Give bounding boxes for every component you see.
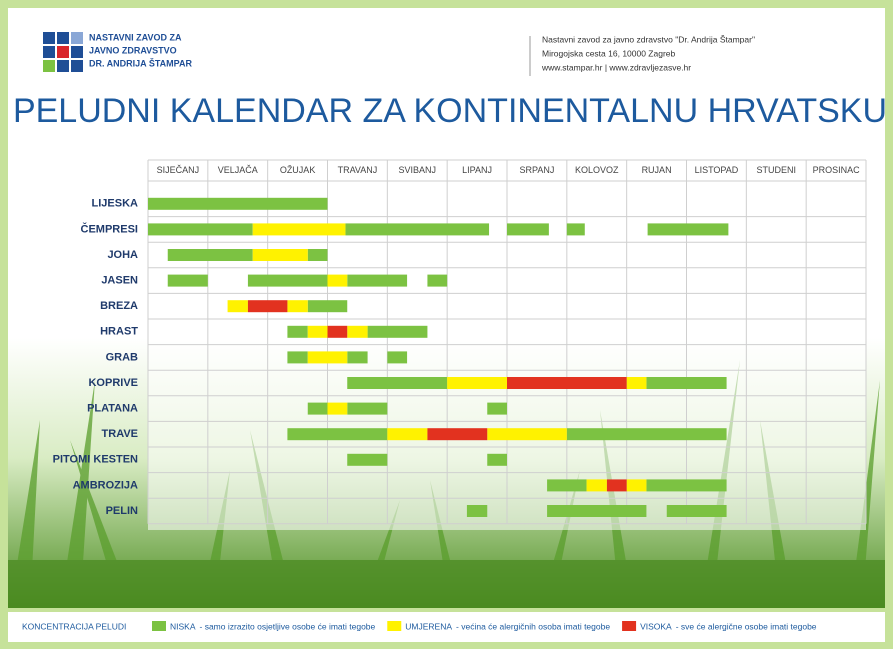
row-label: JASEN [101,275,138,287]
pollen-bar [287,351,307,363]
contact-text: www.stampar.hr | www.zdravljezasve.hr [541,62,691,72]
pollen-bar [607,479,627,491]
legend-label: UMJERENA [405,621,452,631]
row-label: JOHA [107,249,138,261]
month-label: SRPANJ [519,165,554,175]
pollen-bar [387,351,407,363]
pollen-bar [248,275,328,287]
contact-text: Mirogojska cesta 16, 10000 Zagreb [542,48,676,58]
pollen-bar [347,326,367,338]
legend-description: - samo izrazito osjetljive osobe će imat… [200,621,376,631]
legend-swatch [152,621,166,631]
pollen-bar [587,479,607,491]
pollen-bar [627,479,647,491]
pollen-bar [487,428,567,440]
pollen-bar [328,326,348,338]
legend-description: - sve će alergične osobe imati tegobe [676,621,817,631]
pollen-bar [507,223,549,235]
month-label: LISTOPAD [695,165,739,175]
pollen-bar [347,377,447,389]
row-label: BREZA [100,300,138,312]
pollen-bar [253,249,308,261]
row-label: PELIN [106,505,138,517]
month-label: PROSINAC [813,165,861,175]
pollen-bar [646,377,726,389]
pollen-bar [427,428,487,440]
row-label: TRAVE [102,428,138,440]
pollen-bar [567,428,727,440]
row-label: LIJESKA [92,198,139,210]
pollen-bar [347,275,407,287]
row-label: PLATANA [87,403,138,415]
pollen-bar [487,454,507,466]
pollen-bar [308,300,347,312]
pollen-bar [148,198,328,210]
row-label: KOPRIVE [88,377,138,389]
pollen-bar [308,249,328,261]
pollen-bar [248,300,287,312]
row-label: PITOMI KESTEN [53,454,138,466]
pollen-bar [328,403,348,415]
page: NASTAVNI ZAVOD ZA JAVNO ZDRAVSTVO DR. AN… [0,0,893,654]
row-label: AMBROZIJA [73,479,138,491]
month-label: STUDENI [756,165,796,175]
pollen-bar [287,300,307,312]
pollen-bar [667,505,727,517]
pollen-bar [308,351,347,363]
pollen-bar [447,377,507,389]
row-label: GRAB [106,351,138,363]
pollen-bar [345,223,489,235]
pollen-bar [168,249,253,261]
month-label: VELJAČA [218,165,258,175]
contact-text: Nastavni zavod za javno zdravstvo "Dr. A… [542,34,755,44]
legend-swatch [387,621,401,631]
pollen-bar [467,505,487,517]
logo-text: JAVNO ZDRAVSTVO [89,45,177,55]
pollen-bar [387,428,427,440]
pollen-bar [507,377,627,389]
pollen-bar [168,275,208,287]
month-label: SVIBANJ [398,165,436,175]
logo [43,32,83,72]
legend-label: VISOKA [640,621,672,631]
pollen-bar [347,403,387,415]
pollen-bar [253,223,346,235]
pollen-bar [547,479,586,491]
logo-text: NASTAVNI ZAVOD ZA [89,32,182,42]
pollen-bar [487,403,507,415]
pollen-bar [627,377,647,389]
month-label: KOLOVOZ [575,165,619,175]
pollen-bar [347,351,367,363]
legend-label: NISKA [170,621,196,631]
pollen-bar [287,326,307,338]
pollen-bar [347,454,387,466]
legend-swatch [622,621,636,631]
pollen-bar [287,428,387,440]
pollen-bar [228,300,248,312]
row-label: HRAST [100,326,138,338]
pollen-bar [648,223,729,235]
legend-description: - većina će alergičnih osoba imati tegob… [456,621,610,631]
row-label: ČEMPRESI [81,222,138,235]
month-label: RUJAN [642,165,672,175]
pollen-bar [547,505,646,517]
month-label: SIJEČANJ [157,165,200,175]
pollen-bar [567,223,585,235]
pollen-bar [368,326,428,338]
month-label: OŽUJAK [280,165,316,175]
pollen-bar [328,275,348,287]
logo-text: DR. ANDRIJA ŠTAMPAR [89,57,192,68]
legend-title: KONCENTRACIJA PELUDI [22,621,126,631]
pollen-bar [308,403,328,415]
chart-title: PELUDNI KALENDAR ZA KONTINENTALNU HRVATS… [13,92,887,130]
poster: NASTAVNI ZAVOD ZA JAVNO ZDRAVSTVO DR. AN… [0,0,893,649]
month-label: TRAVANJ [338,165,378,175]
pollen-bar [148,223,253,235]
pollen-bar [646,479,726,491]
pollen-bar [308,326,328,338]
pollen-bar [427,275,447,287]
month-label: LIPANJ [462,165,492,175]
